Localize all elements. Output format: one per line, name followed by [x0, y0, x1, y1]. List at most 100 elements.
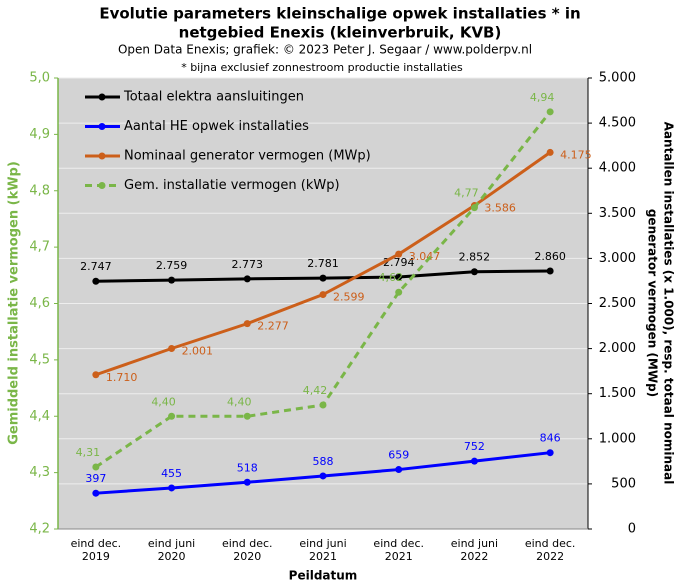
legend-label: Nominaal generator vermogen (MWp): [124, 149, 371, 164]
point: [319, 472, 327, 480]
point: [395, 466, 403, 474]
y2-axis-label: Aantallen installaties (x 1.000), resp. …: [662, 122, 676, 485]
data-label: 2.781: [307, 257, 339, 270]
legend-label: Aantal HE opwek installaties: [124, 119, 309, 134]
point: [395, 250, 403, 258]
legend-marker: [98, 182, 106, 189]
legend-label: Gem. installatie vermogen (kWp): [124, 178, 340, 193]
point: [546, 267, 554, 275]
y2-tick-label: 4.000: [599, 161, 636, 176]
x-tick-label: eind dec.: [71, 537, 122, 550]
x-tick-label: eind dec.: [525, 537, 576, 550]
point: [168, 345, 176, 353]
point: [546, 449, 554, 457]
point: [92, 371, 100, 379]
point: [319, 274, 327, 282]
y-tick-label: 4,6: [29, 296, 50, 311]
data-label: 2.001: [182, 345, 214, 358]
data-label: 752: [464, 440, 485, 453]
point: [168, 412, 176, 420]
data-label: 3.047: [409, 250, 441, 263]
point: [168, 484, 176, 492]
y-tick-label: 5,0: [29, 71, 50, 86]
y2-tick-label: 3.000: [599, 251, 636, 266]
data-label: 4,77: [454, 187, 479, 200]
y2-tick-label: 5.000: [599, 71, 636, 86]
y2-axis-label: generator vermogen (MWp): [646, 209, 660, 397]
point: [546, 148, 554, 156]
legend-marker: [98, 123, 106, 130]
x-axis-label: Peildatum: [289, 569, 358, 583]
data-label: 4,31: [76, 446, 101, 459]
data-label: 588: [313, 455, 334, 468]
legend-marker: [98, 93, 106, 101]
point: [470, 457, 478, 465]
y2-tick-label: 0: [628, 522, 636, 537]
legend-marker: [98, 152, 106, 160]
data-label: 397: [85, 472, 106, 485]
y-tick-label: 4,2: [29, 522, 50, 537]
x-tick-label: eind dec.: [373, 537, 424, 550]
point: [92, 489, 100, 497]
y-tick-label: 4,7: [29, 240, 50, 255]
point: [243, 478, 251, 486]
point: [395, 273, 403, 281]
x-tick-label: eind juni: [148, 537, 195, 550]
y2-tick-label: 4.500: [599, 116, 636, 131]
y2-tick-label: 500: [611, 476, 636, 491]
y-tick-label: 4,9: [29, 127, 50, 142]
x-tick-label: eind dec.: [222, 537, 273, 550]
data-label: 2.599: [333, 291, 365, 304]
point: [546, 108, 554, 116]
x-tick-label: 2021: [385, 550, 413, 563]
point: [168, 276, 176, 284]
note: * bijna exclusief zonnestroom productie …: [181, 61, 463, 74]
point: [319, 401, 327, 409]
data-label: 3.586: [484, 202, 516, 215]
data-label: 846: [540, 432, 561, 445]
point: [470, 268, 478, 276]
data-label: 2.852: [459, 251, 491, 264]
data-label: 4.175: [560, 148, 592, 161]
data-label: 4,40: [151, 395, 176, 408]
y-tick-label: 4,4: [29, 409, 50, 424]
y2-tick-label: 2.500: [599, 296, 636, 311]
point: [319, 291, 327, 299]
x-tick-label: 2022: [536, 550, 564, 563]
y2-tick-label: 2.000: [599, 341, 636, 356]
data-label: 2.277: [257, 320, 289, 333]
y2-tick-label: 1.000: [599, 431, 636, 446]
data-label: 2.860: [534, 250, 566, 263]
chart-title: Evolutie parameters kleinschalige opwek …: [99, 5, 580, 23]
data-label: 4,40: [227, 395, 252, 408]
x-tick-label: 2019: [82, 550, 110, 563]
y2-tick-label: 3.500: [599, 206, 636, 221]
point: [243, 320, 251, 328]
x-tick-label: eind juni: [299, 537, 346, 550]
data-label: 455: [161, 467, 182, 480]
point: [92, 463, 100, 471]
data-label: 2.747: [80, 260, 112, 273]
data-label: 4,62: [378, 271, 403, 284]
point: [92, 277, 100, 285]
y-tick-label: 4,5: [29, 352, 50, 367]
x-tick-label: 2020: [158, 550, 186, 563]
y-axis-label: Gemiddeld installatie vermogen (kWp): [7, 161, 22, 445]
x-tick-label: 2020: [233, 550, 261, 563]
data-label: 2.759: [156, 259, 188, 272]
data-label: 4,94: [530, 91, 555, 104]
x-tick-label: 2022: [460, 550, 488, 563]
data-label: 4,42: [303, 384, 328, 397]
y-tick-label: 4,3: [29, 465, 50, 480]
data-label: 1.710: [106, 371, 138, 384]
data-label: 659: [388, 449, 409, 462]
data-label: 2.773: [232, 258, 264, 271]
chart-title: netgebied Enexis (kleinverbruik, KVB): [179, 24, 502, 42]
x-tick-label: 2021: [309, 550, 337, 563]
subtitle: Open Data Enexis; grafiek: © 2023 Peter …: [118, 43, 532, 57]
point: [243, 275, 251, 283]
point: [395, 288, 403, 296]
legend-label: Totaal elektra aansluitingen: [123, 90, 304, 105]
y2-tick-label: 1.500: [599, 386, 636, 401]
